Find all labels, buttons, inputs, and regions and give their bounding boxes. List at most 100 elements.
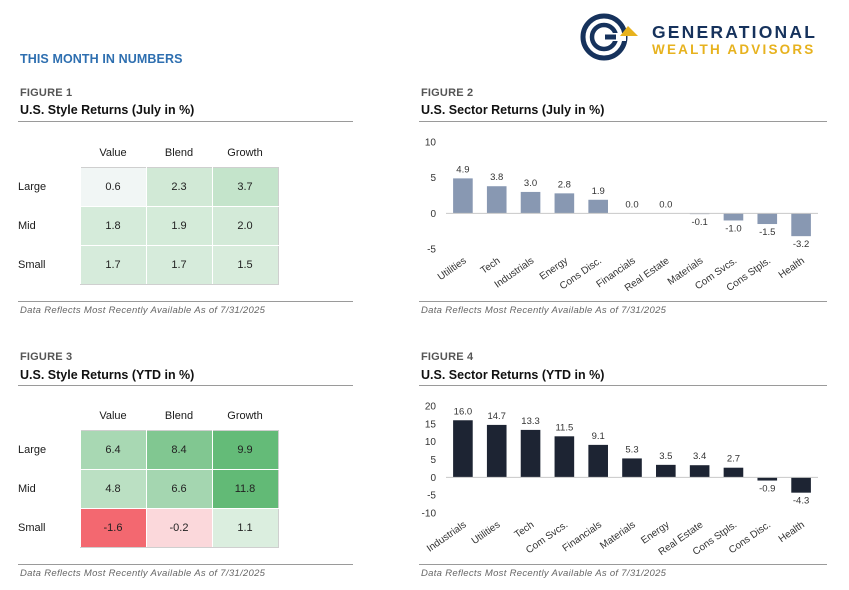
figure-1-label: FIGURE 1 — [20, 87, 73, 99]
figure-2-title-rule — [419, 121, 827, 122]
column-header: Blend — [164, 146, 194, 159]
y-tick-label: 0 — [430, 209, 436, 220]
figure-3-label: FIGURE 3 — [20, 351, 73, 363]
table-cell: 1.7 — [79, 244, 147, 285]
table-cell: -1.6 — [79, 507, 147, 548]
category-label: Industrials — [425, 519, 469, 554]
y-tick-label: -10 — [422, 509, 437, 520]
y-tick-label: 20 — [425, 402, 437, 413]
sector-chart-july: 1050-54.9Utilities3.8Tech3.0Industrials2… — [425, 138, 818, 294]
bar — [520, 191, 541, 214]
y-tick-label: -5 — [427, 491, 436, 502]
bar — [453, 420, 473, 478]
row-header: Small — [18, 521, 46, 534]
table-row: Large 6.4 8.4 9.9 — [18, 429, 279, 470]
style-table-ytd: Value Blend Growth Large 6.4 8.4 9.9 Mid… — [18, 402, 279, 548]
column-header: Growth — [227, 146, 263, 159]
table-cell: -0.2 — [145, 507, 213, 548]
table-cell: 8.4 — [145, 429, 213, 470]
table-cell: 0.6 — [79, 166, 147, 207]
row-header: Mid — [18, 482, 36, 495]
table-row: Small 1.7 1.7 1.5 — [18, 244, 279, 285]
figure-3-footnote: Data Reflects Most Recently Available As… — [20, 568, 266, 579]
data-label: 1.9 — [592, 186, 605, 197]
y-tick-label: 0 — [430, 473, 436, 484]
data-label: 3.4 — [693, 451, 706, 462]
category-label: Tech — [479, 255, 503, 276]
figure-1-footnote: Data Reflects Most Recently Available As… — [20, 305, 266, 316]
table-row: Mid 1.8 1.9 2.0 — [18, 205, 279, 246]
figure-4-footnote: Data Reflects Most Recently Available As… — [421, 568, 667, 579]
bar — [791, 213, 811, 237]
figure-4-footer-rule — [419, 564, 827, 565]
table-cell: 3.7 — [211, 166, 279, 207]
y-tick-label: 10 — [425, 138, 437, 149]
bar — [689, 465, 710, 478]
figure-1-title: U.S. Style Returns (July in %) — [20, 103, 195, 117]
figure-4-label: FIGURE 4 — [421, 351, 474, 363]
table-row: Large 0.6 2.3 3.7 — [18, 166, 279, 207]
row-header-spacer — [18, 139, 80, 167]
y-tick-label: -5 — [427, 245, 436, 256]
data-label: 16.0 — [454, 406, 473, 417]
logo-line1: GENERATIONAL — [652, 22, 818, 42]
figure-3-footer-rule — [18, 564, 353, 565]
data-label: 2.7 — [727, 454, 740, 465]
data-label: 2.8 — [558, 179, 571, 190]
column-header: Value — [99, 409, 127, 422]
bar — [757, 213, 778, 225]
data-label: -1.5 — [759, 227, 775, 238]
figure-3-title-rule — [18, 385, 353, 386]
table-cell: 6.4 — [79, 429, 147, 470]
bar — [588, 444, 608, 478]
style-table-july: Value Blend Growth Large 0.6 2.3 3.7 Mid… — [18, 139, 279, 285]
y-tick-label: 5 — [430, 173, 436, 184]
sector-chart-ytd: 20 15 10 5 0 -5 -10 16.0 Industrials 14.7 Utilitie… — [422, 402, 818, 558]
category-label: Utilities — [470, 519, 503, 546]
row-header: Mid — [18, 219, 36, 232]
table-cell: 1.5 — [211, 244, 279, 285]
figure-4-title: U.S. Sector Returns (YTD in %) — [421, 368, 605, 382]
data-label: -4.3 — [793, 496, 809, 507]
bar — [520, 429, 541, 478]
bar — [723, 213, 744, 221]
table-cell: 1.1 — [211, 507, 279, 548]
column-header: Growth — [227, 409, 263, 422]
data-label: 4.9 — [456, 164, 469, 175]
data-label: 13.3 — [521, 416, 540, 427]
y-tick-label: 15 — [425, 419, 437, 430]
table-row: Small -1.6 -0.2 1.1 — [18, 507, 279, 548]
bar — [656, 464, 676, 478]
figure-2-footnote: Data Reflects Most Recently Available As… — [421, 305, 667, 316]
y-tick-label: 5 — [430, 455, 436, 466]
bar — [554, 436, 575, 478]
data-label: -3.2 — [793, 239, 809, 250]
table-cell: 1.8 — [79, 205, 147, 246]
logo-line2: WEALTH ADVISORS — [652, 42, 816, 57]
table-cell: 11.8 — [211, 468, 279, 509]
data-label: 0.0 — [659, 199, 672, 210]
bar — [554, 193, 575, 214]
logo: GENERATIONAL WEALTH ADVISORS — [580, 12, 830, 64]
bar — [622, 458, 642, 478]
table-cell: 2.0 — [211, 205, 279, 246]
table-cell: 9.9 — [211, 429, 279, 470]
figure-2-footer-rule — [419, 301, 827, 302]
section-title: THIS MONTH IN NUMBERS — [20, 52, 183, 66]
figure-1-title-rule — [18, 121, 353, 122]
category-label: Health — [777, 255, 807, 281]
category-label: Materials — [598, 519, 638, 551]
category-label: Tech — [513, 519, 537, 540]
data-label: 9.1 — [592, 431, 605, 442]
figure-4-title-rule — [419, 385, 827, 386]
row-header-spacer — [18, 402, 80, 430]
data-label: -0.9 — [759, 484, 775, 495]
bar — [757, 477, 778, 481]
data-label: -1.0 — [725, 223, 741, 234]
figure-2-title: U.S. Sector Returns (July in %) — [421, 103, 605, 117]
row-header: Large — [18, 443, 47, 456]
figure-2-label: FIGURE 2 — [421, 87, 474, 99]
bar — [453, 178, 473, 214]
data-label: 3.5 — [659, 451, 672, 462]
figure-3-title: U.S. Style Returns (YTD in %) — [20, 368, 195, 382]
